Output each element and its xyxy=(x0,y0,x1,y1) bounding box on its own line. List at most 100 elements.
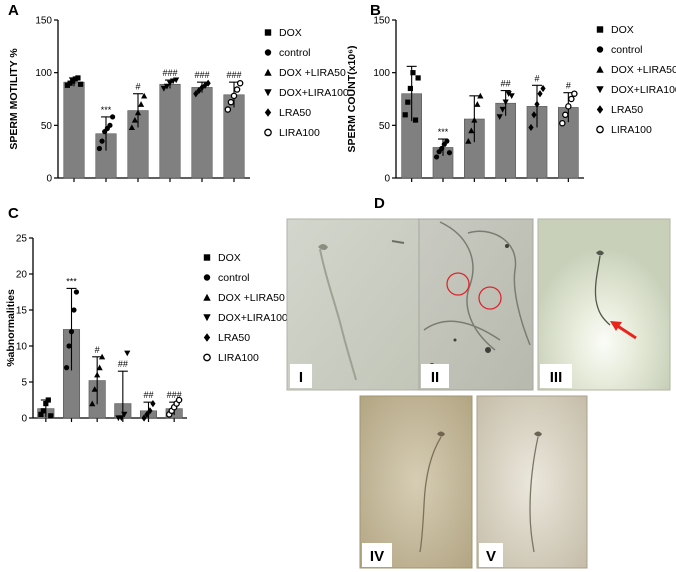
legend-marker-c-4 xyxy=(203,333,211,342)
data-point-b-0-3 xyxy=(410,70,416,76)
bar-a-0 xyxy=(63,81,85,179)
micrograph-label-box-v xyxy=(479,543,503,567)
y-tick-label-a: 150 xyxy=(35,16,52,27)
sperm-tail-iv xyxy=(419,436,442,553)
data-point-b-5-4 xyxy=(571,90,578,97)
data-point-c-0-2 xyxy=(43,401,49,407)
significance-label-a-4: ### xyxy=(194,70,209,80)
data-point-b-0-0 xyxy=(402,112,408,118)
data-point-c-3-3 xyxy=(124,350,131,357)
legend-marker-c-3 xyxy=(203,314,211,322)
y-tick-label-c: 20 xyxy=(16,270,28,281)
data-point-b-0-2 xyxy=(407,85,413,92)
y-axis-label-a: SPERM MOTILITY % xyxy=(8,48,20,150)
data-point-a-0-5 xyxy=(77,81,84,87)
data-point-a-2-1 xyxy=(131,116,139,123)
legend-marker-b-4 xyxy=(596,105,604,114)
debris-ii-d xyxy=(453,338,457,342)
data-point-b-0-4 xyxy=(412,117,419,123)
sperm-head-iv xyxy=(437,431,445,437)
micrograph-i-background xyxy=(286,218,420,391)
legend-label-b-3: DOX+LIRA100 xyxy=(611,84,676,96)
legend-label-b-2: DOX +LIRA50 xyxy=(611,64,676,76)
highlight-circle-ii-right xyxy=(478,286,502,310)
micrograph-label-box-ii xyxy=(421,364,449,388)
data-point-b-3-0 xyxy=(496,114,503,121)
data-point-c-1-4 xyxy=(73,289,80,295)
data-point-a-0-4 xyxy=(75,75,81,81)
y-tick-label-c: 25 xyxy=(16,234,28,245)
data-point-a-0-0 xyxy=(64,82,71,88)
legend-marker-a-0 xyxy=(264,29,272,36)
legend-marker-c-2 xyxy=(203,293,211,301)
data-point-a-2-4 xyxy=(141,92,148,99)
data-point-b-3-2 xyxy=(502,99,509,106)
debris-ii-c xyxy=(505,244,509,248)
legend-label-b-5: LIRA100 xyxy=(611,124,652,136)
data-point-c-0-4 xyxy=(48,413,54,419)
legend-marker-c-5 xyxy=(203,353,211,362)
sperm-tail-ii-b xyxy=(467,230,531,346)
data-point-b-1-2 xyxy=(439,145,445,152)
legend-label-c-4: LRA50 xyxy=(218,332,250,344)
data-point-b-2-1 xyxy=(468,127,475,134)
data-point-a-4-0 xyxy=(193,90,199,98)
micrograph-label-iv: IV xyxy=(370,548,384,565)
significance-label-c-4: ## xyxy=(143,390,153,400)
y-tick-label-a: 50 xyxy=(41,121,53,132)
legend-label-a-4: LRA50 xyxy=(279,107,311,119)
data-point-b-2-3 xyxy=(474,101,481,107)
data-point-c-2-0 xyxy=(89,400,96,407)
data-point-c-2-3 xyxy=(96,364,103,371)
data-point-b-3-1 xyxy=(499,106,506,113)
data-point-a-5-4 xyxy=(236,79,244,87)
data-point-a-1-5 xyxy=(109,114,116,120)
data-point-b-0-5 xyxy=(415,75,421,81)
y-tick-label-a: 100 xyxy=(35,68,52,79)
panel-label-a: A xyxy=(8,2,19,19)
data-point-b-1-5 xyxy=(446,150,453,156)
y-axis-label-b: SPERM COUNT(x10⁶) xyxy=(346,46,358,153)
legend-label-a-5: LIRA100 xyxy=(279,127,320,139)
legend-marker-b-0 xyxy=(596,26,604,33)
legend-label-b-4: LRA50 xyxy=(611,104,643,116)
significance-label-b-5: # xyxy=(566,81,571,91)
data-point-b-5-3 xyxy=(568,95,575,103)
data-point-a-5-1 xyxy=(227,98,235,106)
data-point-b-5-2 xyxy=(565,103,572,110)
data-point-b-4-0 xyxy=(528,123,534,132)
legend-marker-b-5 xyxy=(596,125,604,134)
micrograph-iii: III xyxy=(537,218,671,391)
data-point-c-3-2 xyxy=(121,411,128,418)
micrograph-ii-background xyxy=(418,218,534,391)
y-axis-label-c: %abnormalities xyxy=(5,289,17,367)
data-point-b-5-0 xyxy=(559,119,566,127)
data-point-b-4-2 xyxy=(534,100,540,108)
significance-label-a-5: ### xyxy=(226,70,241,80)
legend-label-b-1: control xyxy=(611,44,643,56)
data-point-a-3-1 xyxy=(163,83,171,90)
data-point-a-3-4 xyxy=(173,77,180,84)
sperm-tail-ii-c xyxy=(423,320,501,341)
data-point-b-2-0 xyxy=(465,138,472,144)
significance-label-b-3: ## xyxy=(501,79,511,89)
bar-a-3 xyxy=(159,83,181,179)
panel-label-d: D xyxy=(374,195,385,212)
data-point-a-5-0 xyxy=(224,106,232,113)
y-tick-label-b: 50 xyxy=(379,121,391,132)
legend-label-a-3: DOX+LIRA100 xyxy=(279,87,349,99)
arrow-head-iii xyxy=(610,321,622,331)
legend-label-c-2: DOX +LIRA50 xyxy=(218,292,285,304)
data-point-b-4-4 xyxy=(540,84,546,93)
sperm-tail-i xyxy=(319,248,357,381)
significance-label-b-4: # xyxy=(534,73,539,83)
legend-label-a-2: DOX +LIRA50 xyxy=(279,67,346,79)
micrograph-label-ii: II xyxy=(431,369,439,386)
y-tick-label-c: 5 xyxy=(21,378,27,389)
micrograph-i: I xyxy=(286,218,420,391)
legend-marker-a-1 xyxy=(264,49,272,56)
legend-marker-a-5 xyxy=(264,128,272,137)
